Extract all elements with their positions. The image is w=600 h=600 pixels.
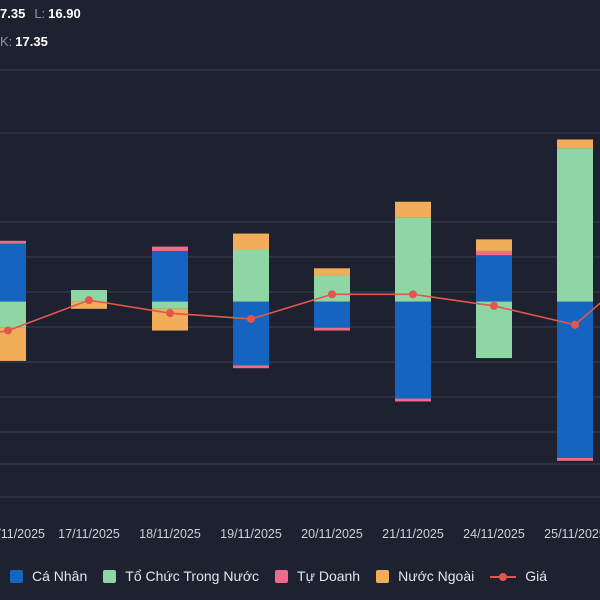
legend-label-nuoc-ngoai: Nước Ngoài <box>398 568 475 584</box>
bar-to_chuc-7 <box>557 148 593 302</box>
bar-nuoc_ngoai-7 <box>557 139 593 149</box>
bar-to_chuc-0 <box>0 301 26 328</box>
x-tick-label-5: 21/11/2025 <box>382 527 444 541</box>
ohlc-value-low: 16.90 <box>48 6 81 21</box>
bar-nuoc_ngoai-6 <box>476 239 512 251</box>
bar-to_chuc-1 <box>71 290 107 302</box>
bar-nuoc_ngoai-0 <box>0 327 26 361</box>
bar-tu_doanh-2 <box>152 246 188 251</box>
ohlc-label-low: L: <box>34 6 46 21</box>
bar-nuoc_ngoai-3 <box>233 233 269 250</box>
bar-ca_nhan-4 <box>314 301 350 328</box>
bar-nuoc_ngoai-1 <box>71 301 107 309</box>
bar-to_chuc-5 <box>395 217 431 302</box>
legend-item-to-chuc[interactable]: Tổ Chức Trong Nước <box>103 568 259 584</box>
bar-ca_nhan-2 <box>152 250 188 302</box>
legend-label-tu-doanh: Tự Doanh <box>297 568 361 584</box>
ohlc-label-close: K: <box>0 34 13 49</box>
bar-ca_nhan-3 <box>233 301 269 366</box>
bar-to_chuc-6 <box>476 301 512 359</box>
bar-tu_doanh-0 <box>0 240 26 244</box>
bar-ca_nhan-0 <box>0 243 26 302</box>
x-tick-label-2: 18/11/2025 <box>139 527 201 541</box>
price-line <box>0 293 600 333</box>
legend-item-nuoc-ngoai[interactable]: Nước Ngoài <box>376 568 474 584</box>
ohlc-row-2: K: 17.35 <box>0 34 48 49</box>
legend-swatch-tu-doanh <box>275 569 289 583</box>
price-point-1 <box>85 296 93 305</box>
legend-label-gia: Giá <box>525 568 548 584</box>
chart-legend: Cá Nhân Tổ Chức Trong Nước Tự Doanh Nước… <box>10 568 563 584</box>
x-tick-label-4: 20/11/2025 <box>301 527 363 541</box>
bar-nuoc_ngoai-4 <box>314 268 350 276</box>
legend-item-gia[interactable]: Giá <box>490 568 547 584</box>
price-point-7 <box>571 320 579 329</box>
legend-swatch-ca-nhan <box>10 569 23 583</box>
stacked-bar-chart: 1/11/2025 17/11/2025 18/11/2025 19/11/2025 2… <box>0 69 600 541</box>
bar-to_chuc-3 <box>233 249 269 302</box>
legend-swatch-to-chuc <box>103 569 117 583</box>
price-point-6 <box>490 301 498 310</box>
bar-nuoc_ngoai-5 <box>395 201 431 218</box>
x-tick-label-3: 19/11/2025 <box>220 527 282 541</box>
price-point-0 <box>4 326 12 335</box>
x-tick-label-0: 1/11/2025 <box>0 527 45 541</box>
x-tick-label-6: 24/11/2025 <box>463 527 525 541</box>
bar-tu_doanh-6 <box>476 250 512 256</box>
bar-tu_doanh-3 <box>233 365 269 369</box>
ohlc-value-close: 17.35 <box>15 34 48 49</box>
x-tick-label-7: 25/11/2025 <box>544 527 600 541</box>
bar-ca_nhan-6 <box>476 255 512 302</box>
legend-item-ca-nhan[interactable]: Cá Nhân <box>10 568 87 584</box>
legend-line-swatch-gia <box>490 570 517 583</box>
legend-swatch-nuoc-ngoai <box>376 569 390 583</box>
bar-to_chuc-2 <box>152 301 188 309</box>
legend-item-tu-doanh[interactable]: Tự Doanh <box>275 568 360 584</box>
price-point-5 <box>409 290 417 299</box>
ohlc-row-1: 7.35 L: 16.90 <box>0 6 81 21</box>
legend-label-ca-nhan: Cá Nhân <box>32 568 88 584</box>
ohlc-value-1: 7.35 <box>0 6 26 21</box>
bar-tu_doanh-5 <box>395 398 431 402</box>
bar-ca_nhan-5 <box>395 301 431 399</box>
x-tick-label-1: 17/11/2025 <box>58 527 120 541</box>
bar-tu_doanh-4 <box>314 327 350 331</box>
price-point-2 <box>166 309 174 318</box>
price-point-3 <box>247 314 255 323</box>
legend-label-to-chuc: Tổ Chức Trong Nước <box>125 568 260 584</box>
bar-tu_doanh-7 <box>557 457 593 461</box>
price-point-4 <box>328 290 336 299</box>
